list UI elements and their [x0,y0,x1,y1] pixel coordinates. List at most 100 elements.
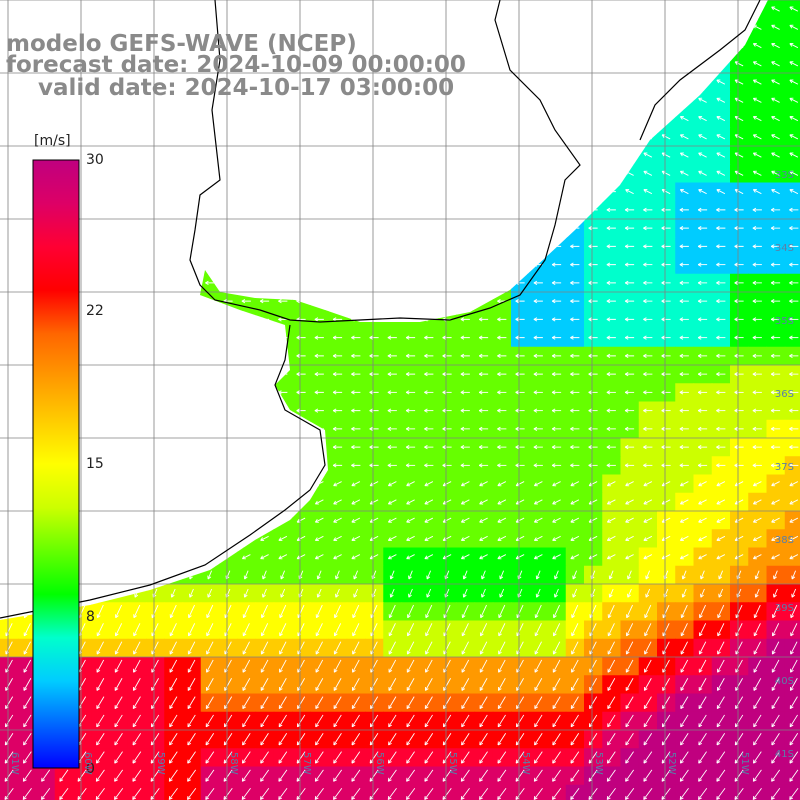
wind-arrow-head [22,262,27,266]
wind-arrow-head [679,79,683,84]
wind-arrow-head [424,7,428,10]
wind-arrow-head [460,410,465,413]
wind-arrow-head [497,25,501,28]
wind-arrow-head [168,390,173,393]
speed-cell [73,784,92,800]
wind-arrow-head [369,372,373,375]
wind-arrow-head [588,61,592,65]
speed-cell [255,492,275,512]
speed-cell [383,292,403,311]
wind-arrow-head [734,61,738,65]
wind-arrow-head [497,390,501,393]
speed-cell [273,255,293,275]
wind-arrow-head [22,426,27,430]
wind-arrow-head [716,355,720,358]
speed-cell [182,219,202,238]
wind-arrow-head [95,426,100,430]
speed-cell [109,273,129,293]
wind-arrow-head [679,209,684,212]
speed-cell [584,0,603,19]
wind-arrow-head [789,6,793,11]
speed-cell [164,547,184,567]
wind-arrow-head [205,355,209,358]
speed-cell [54,0,74,19]
speed-cell [328,237,348,257]
wind-arrow-head [186,226,191,229]
speed-cell [91,492,111,512]
wind-arrow-head [332,153,337,156]
speed-cell [0,383,19,403]
wind-arrow-head [643,61,647,65]
wind-arrow-head [478,335,483,339]
wind-arrow-head [771,43,774,47]
wind-arrow-head [314,262,319,266]
wind-arrow-head [497,61,501,65]
wind-arrow-head [168,391,173,395]
speed-cell [419,0,439,19]
wind-arrow-head [186,116,191,120]
wind-arrow-head [241,300,246,304]
speed-cell [146,492,165,512]
wind-arrow-head [570,7,574,10]
speed-cell [292,182,311,202]
wind-arrow-head [515,118,519,121]
wind-arrow-head [789,61,793,65]
wind-arrow-head [223,26,227,30]
wind-arrow-head [551,372,556,375]
wind-arrow-head [551,25,556,28]
wind-arrow-head [716,227,720,231]
speed-cell [237,200,257,220]
wind-arrow-head [113,171,118,174]
speed-cell [127,438,147,457]
wind-arrow-head [405,280,410,284]
wind-arrow-head [351,191,355,194]
wind-arrow-head [497,172,501,176]
speed-cell [383,164,403,184]
speed-cell [0,182,19,202]
wind-arrow-head [606,391,611,395]
wind-arrow-head [332,337,337,340]
wind-arrow-head [296,410,300,413]
wind-arrow-head [95,353,100,357]
speed-cell [91,383,111,403]
wind-arrow-head [332,353,337,357]
wind-arrow-head [515,116,519,120]
wind-arrow-head [551,99,556,103]
wind-arrow-head [661,282,665,285]
wind-arrow-head [478,99,483,103]
wind-arrow-head [405,245,410,249]
wind-arrow-head [369,207,373,211]
wind-arrow-head [95,335,100,339]
wind-arrow-head [223,118,227,121]
speed-cell [346,273,366,293]
speed-cell [0,237,19,257]
wind-arrow-head [4,428,8,431]
wind-arrow-head [515,318,519,322]
wind-arrow-head [606,189,611,193]
wind-arrow-head [168,372,173,375]
wind-arrow-head [624,372,629,375]
wind-arrow-head [424,390,428,393]
speed-cell [565,0,585,19]
wind-arrow-head [405,300,410,304]
wind-arrow-head [770,207,775,211]
wind-arrow-head [223,355,227,358]
wind-arrow-head [150,318,154,322]
wind-arrow-head [22,134,27,138]
wind-arrow-head [588,282,592,285]
speed-cell [146,273,165,293]
wind-arrow-head [314,318,319,322]
speed-cell [474,164,494,184]
wind-arrow-head [4,154,8,158]
wind-arrow-head [533,317,538,320]
wind-arrow-head [424,391,428,395]
wind-arrow-head [387,262,392,266]
wind-arrow-head [4,191,8,194]
wind-arrow-head [497,353,501,357]
speed-cell [91,109,111,129]
wind-arrow-head [478,226,483,229]
wind-arrow-head [205,410,209,413]
speed-cell [182,456,202,476]
wind-arrow-head [278,280,282,284]
speed-cell [565,200,585,220]
